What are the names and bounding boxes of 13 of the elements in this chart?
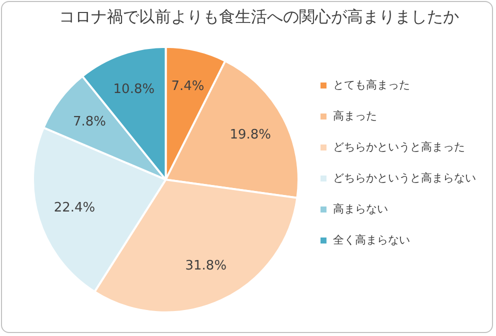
legend-label: 高まった xyxy=(333,109,377,122)
data-label: 31.8% xyxy=(185,258,227,274)
data-label: 7.8% xyxy=(72,114,106,130)
legend-label: 全く高まらない xyxy=(333,233,410,246)
data-label: 10.8% xyxy=(113,82,155,97)
chart-title: コロナ禍で以前よりも食生活への関心が高まりましたか xyxy=(59,6,459,26)
legend-label: どちらかというと高まった xyxy=(333,140,465,154)
legend-label: 高まらない xyxy=(333,202,388,216)
data-label: 7.4% xyxy=(171,78,204,94)
data-label: 22.4% xyxy=(54,200,96,216)
legend-label: とても高まった xyxy=(333,78,410,92)
data-label: 19.8% xyxy=(230,128,272,143)
legend-label: どちらかというと高まらない xyxy=(333,171,476,184)
